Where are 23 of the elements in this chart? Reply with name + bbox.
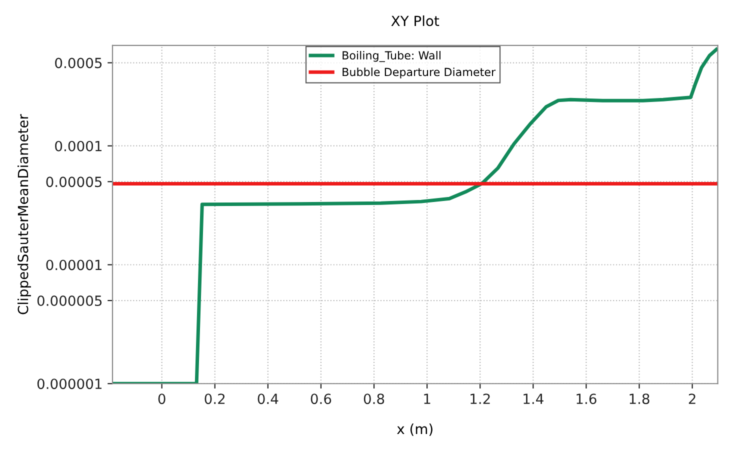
y-tick-label: 0.0005 [55, 58, 102, 68]
y-tick-label: 0.000005 [37, 296, 102, 306]
x-tick-label: 1 [424, 394, 430, 404]
line-series [112, 48, 718, 384]
legend-label: Bubble Departure Diameter [342, 68, 496, 78]
legend-label: Boiling_Tube: Wall [342, 50, 440, 62]
x-tick-label: 2 [688, 394, 696, 404]
x-tick-label: 1.6 [576, 394, 596, 404]
x-tick-label: 1.4 [524, 394, 544, 404]
x-axis-title: x (m) [397, 423, 432, 436]
x-tick-label: 0 [158, 394, 166, 404]
x-tick-label: 0.6 [310, 394, 332, 404]
chart-title: XY Plot [391, 15, 440, 26]
y-tick-label: 0.00005 [46, 176, 102, 188]
x-tick-label: 0.8 [364, 394, 384, 404]
x-tick-label: 1.8 [630, 394, 650, 404]
y-axis-title: ClippedSauterMeanDiameter [18, 114, 31, 314]
x-tick-label: 0.2 [204, 394, 225, 404]
y-tick-label: 0.000001 [37, 378, 102, 390]
x-tick-label: 1.2 [470, 394, 490, 404]
y-tick-label: 0.00001 [46, 260, 102, 270]
y-tick-label: 0.0001 [55, 140, 102, 152]
x-tick-label: 0.4 [258, 394, 278, 404]
